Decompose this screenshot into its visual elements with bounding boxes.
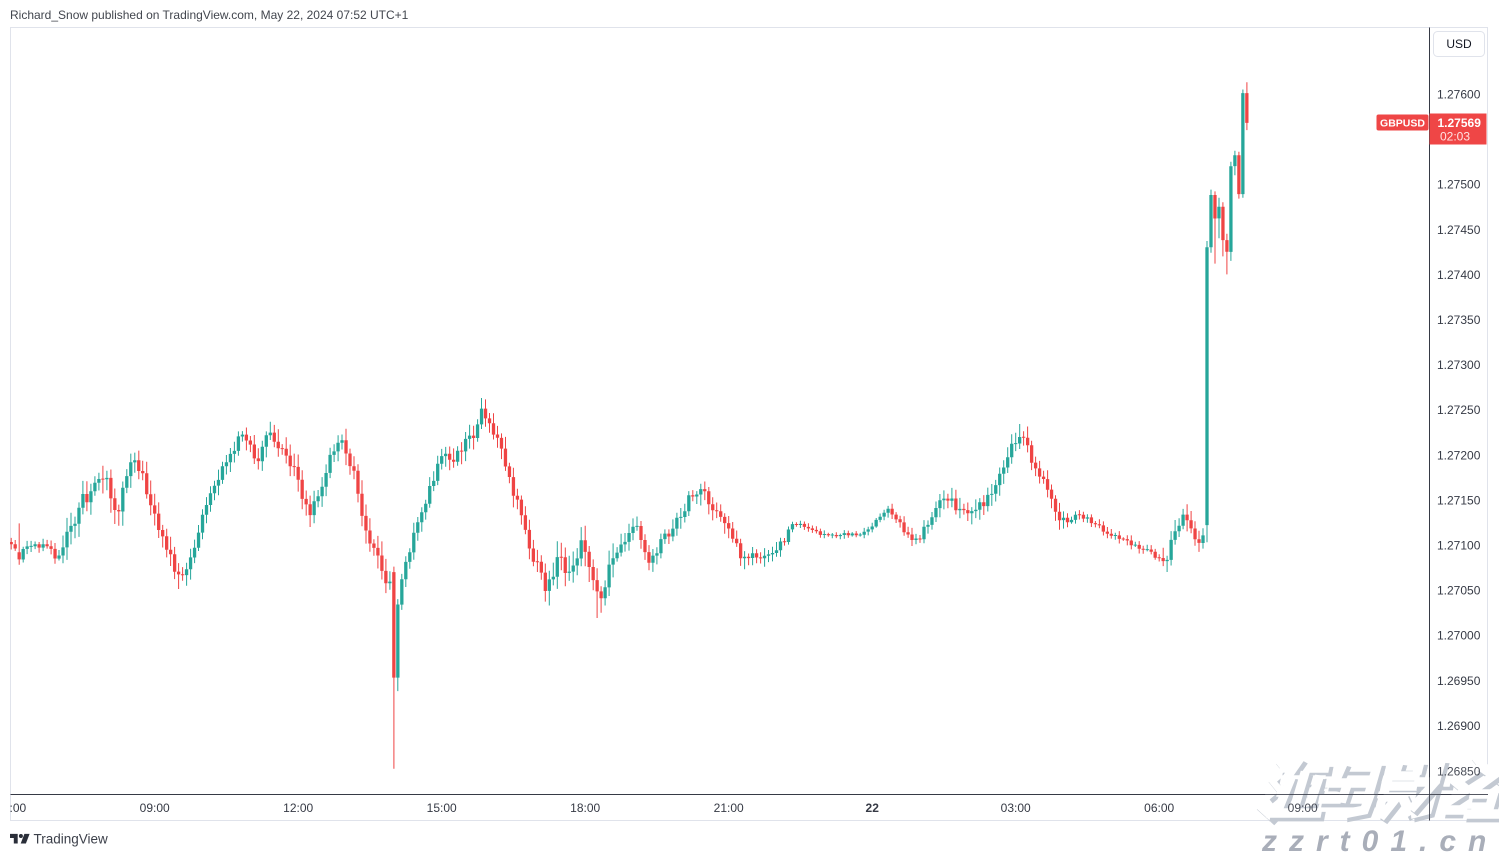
svg-text:09:00: 09:00 <box>1288 801 1318 815</box>
svg-text:02:03: 02:03 <box>1440 130 1470 144</box>
svg-text:06:00: 06:00 <box>1144 801 1174 815</box>
svg-text:15:00: 15:00 <box>427 801 457 815</box>
svg-text:GBPUSD: GBPUSD <box>1380 118 1425 130</box>
svg-text:1.27500: 1.27500 <box>1437 178 1481 192</box>
svg-text:1.27200: 1.27200 <box>1437 448 1481 462</box>
svg-text:zzrt01.cn: zzrt01.cn <box>1261 825 1498 857</box>
svg-text:1.27100: 1.27100 <box>1437 539 1481 553</box>
svg-text:06:00: 06:00 <box>0 801 27 815</box>
svg-text:1.27400: 1.27400 <box>1437 268 1481 282</box>
svg-text:1.27300: 1.27300 <box>1437 358 1481 372</box>
svg-text:12:00: 12:00 <box>283 801 313 815</box>
svg-text:1.27350: 1.27350 <box>1437 313 1481 327</box>
svg-text:TradingView: TradingView <box>34 832 109 847</box>
svg-text:1.27250: 1.27250 <box>1437 403 1481 417</box>
svg-text:1.27150: 1.27150 <box>1437 493 1481 507</box>
svg-text:Richard_Snow published on Trad: Richard_Snow published on TradingView.co… <box>10 8 409 22</box>
svg-text:1.26850: 1.26850 <box>1437 765 1481 779</box>
svg-text:18:00: 18:00 <box>570 801 600 815</box>
svg-text:1.27600: 1.27600 <box>1437 88 1481 102</box>
svg-text:1.26900: 1.26900 <box>1437 719 1481 733</box>
svg-text:03:00: 03:00 <box>1001 801 1031 815</box>
svg-text:22: 22 <box>866 801 880 815</box>
svg-text:1.27569: 1.27569 <box>1438 116 1482 130</box>
svg-text:09:00: 09:00 <box>140 801 170 815</box>
svg-text:1.27450: 1.27450 <box>1437 223 1481 237</box>
svg-text:1.27000: 1.27000 <box>1437 629 1481 643</box>
svg-text:1.26950: 1.26950 <box>1437 674 1481 688</box>
svg-text:1.27050: 1.27050 <box>1437 584 1481 598</box>
svg-text:USD: USD <box>1446 37 1472 51</box>
svg-text:21:00: 21:00 <box>714 801 744 815</box>
